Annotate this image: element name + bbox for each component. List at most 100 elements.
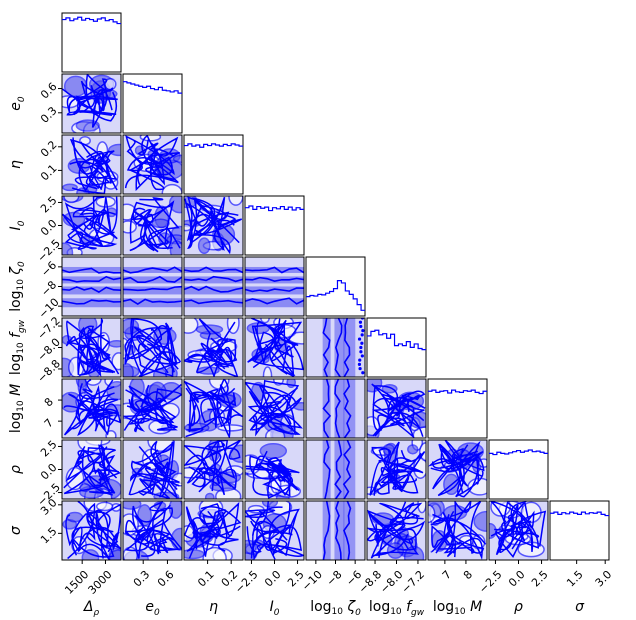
density-contour-line bbox=[248, 390, 303, 435]
density-contours bbox=[428, 440, 487, 499]
axis-label-subscript: 0 bbox=[355, 608, 361, 618]
density-contours bbox=[123, 257, 182, 316]
density-band bbox=[123, 286, 182, 295]
histogram-panel-1 bbox=[122, 73, 183, 134]
density-contours bbox=[428, 501, 487, 560]
density-panel-8-6 bbox=[427, 500, 488, 561]
density-scatter-point bbox=[359, 324, 363, 329]
density-contour-line bbox=[184, 275, 243, 283]
density-contour-line bbox=[430, 444, 480, 498]
density-panel-8-2 bbox=[183, 500, 244, 561]
density-contour-line bbox=[124, 151, 180, 192]
density-contour-line bbox=[245, 287, 304, 293]
density-frame bbox=[61, 378, 122, 439]
x-tick-label: 0.3 bbox=[131, 568, 153, 590]
density-contours bbox=[306, 379, 365, 438]
density-frame bbox=[244, 317, 305, 378]
density-contour-line bbox=[71, 501, 115, 558]
density-contour-line bbox=[186, 196, 236, 245]
density-contour-line bbox=[495, 501, 539, 558]
axis-label-prefix-sub: 10 bbox=[332, 607, 344, 617]
axis-label-symbol: I bbox=[270, 599, 274, 615]
x-tick-label: −7.2 bbox=[399, 568, 427, 596]
density-scatter-point bbox=[360, 333, 364, 337]
density-scatter-point bbox=[357, 337, 362, 341]
density-panel-5-2 bbox=[183, 317, 244, 378]
density-contour-blob bbox=[197, 237, 211, 254]
density-contours bbox=[62, 135, 121, 194]
histogram-panel-7 bbox=[488, 439, 549, 500]
density-contour-line bbox=[130, 200, 175, 250]
density-band bbox=[322, 318, 331, 377]
x-tick-label: −10 bbox=[299, 568, 325, 594]
histogram-frame bbox=[122, 73, 183, 134]
density-contour-line bbox=[334, 440, 343, 499]
density-contour-blob bbox=[467, 477, 487, 496]
density-scatter-point bbox=[358, 320, 363, 324]
density-band bbox=[343, 440, 356, 499]
density-contour-blob bbox=[262, 366, 273, 377]
y-tick-label: 0.3 bbox=[38, 104, 60, 126]
histogram-step-line bbox=[428, 389, 487, 395]
y-tick-label: −8 bbox=[39, 278, 60, 299]
density-band bbox=[334, 440, 345, 499]
y-tick-label: 0.0 bbox=[38, 217, 60, 239]
density-frame bbox=[183, 317, 244, 378]
density-contour-line bbox=[245, 450, 300, 480]
density-contour-line bbox=[69, 138, 112, 189]
y-axis-label-8: σ bbox=[8, 525, 24, 535]
density-panel-8-7 bbox=[488, 500, 549, 561]
axis-label-subscript: 0 bbox=[17, 220, 27, 226]
x-axis-label-2: η bbox=[209, 599, 218, 615]
histogram-step-line bbox=[62, 16, 121, 25]
density-band bbox=[245, 298, 304, 308]
density-frame bbox=[122, 317, 183, 378]
histogram-step-line bbox=[245, 205, 304, 212]
density-contour-line bbox=[371, 390, 426, 437]
density-frame bbox=[366, 378, 427, 439]
density-contours bbox=[184, 379, 243, 438]
density-contours bbox=[245, 257, 304, 316]
histogram-frame bbox=[244, 195, 305, 256]
axis-label-prefix: log bbox=[8, 290, 24, 311]
density-contour-line bbox=[188, 440, 237, 493]
density-contour-line bbox=[62, 286, 121, 294]
density-contour-line bbox=[131, 322, 182, 377]
axis-label-prefix: log bbox=[369, 599, 390, 615]
density-contour-line bbox=[75, 74, 118, 122]
density-contour-line bbox=[124, 507, 173, 554]
density-panel-6-4 bbox=[305, 378, 366, 439]
density-contour-line bbox=[323, 440, 331, 499]
density-contour-blob bbox=[123, 220, 137, 234]
density-contour-line bbox=[71, 156, 118, 194]
histogram-frame bbox=[305, 256, 366, 317]
density-frame bbox=[183, 500, 244, 561]
density-frame bbox=[122, 195, 183, 256]
axis-label-symbol: I bbox=[8, 226, 24, 230]
density-frame bbox=[61, 134, 122, 195]
density-contour-line bbox=[322, 501, 331, 560]
y-tick-label: 0.2 bbox=[38, 138, 60, 160]
density-contour-line bbox=[78, 379, 119, 436]
density-contour-line bbox=[246, 524, 303, 560]
axis-label-symbol: ρ bbox=[8, 465, 24, 474]
density-contour-line bbox=[343, 501, 352, 560]
density-band bbox=[184, 276, 243, 284]
y-tick-label: 2.5 bbox=[38, 438, 60, 460]
density-panel-3-0 bbox=[61, 195, 122, 256]
y-tick-label: 1.5 bbox=[38, 525, 60, 547]
density-frame bbox=[183, 439, 244, 500]
density-panel-4-1 bbox=[122, 256, 183, 317]
density-contour-line bbox=[77, 446, 121, 481]
density-contour-line bbox=[145, 501, 175, 555]
density-contour-line bbox=[343, 318, 351, 377]
density-contour-blob bbox=[62, 242, 74, 255]
density-frame bbox=[183, 195, 244, 256]
density-contours bbox=[123, 318, 182, 377]
axis-label-symbol: f bbox=[8, 331, 24, 338]
density-contour-line bbox=[123, 384, 178, 432]
density-contour-line bbox=[62, 275, 121, 283]
density-panel-4-2 bbox=[183, 256, 244, 317]
x-axis-label-7: ρ bbox=[514, 599, 523, 615]
density-scatter-point bbox=[359, 350, 363, 354]
